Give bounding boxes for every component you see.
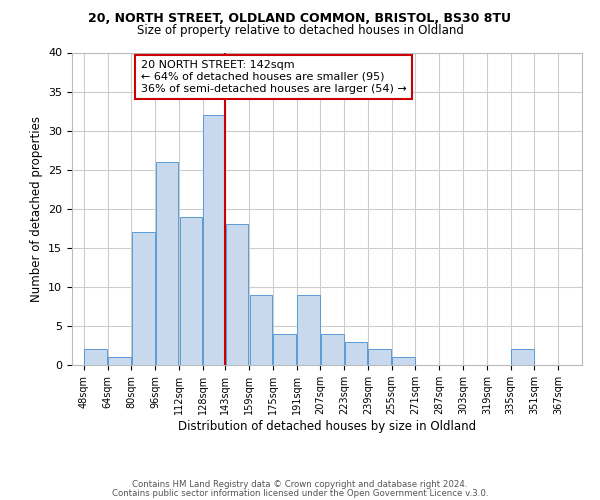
Text: Contains HM Land Registry data © Crown copyright and database right 2024.: Contains HM Land Registry data © Crown c…	[132, 480, 468, 489]
Bar	[108, 357, 131, 365]
Bar	[132, 232, 155, 365]
Bar	[179, 216, 202, 365]
Bar	[368, 350, 391, 365]
Bar	[392, 357, 415, 365]
Bar	[203, 115, 224, 365]
Bar	[226, 224, 248, 365]
Text: 20, NORTH STREET, OLDLAND COMMON, BRISTOL, BS30 8TU: 20, NORTH STREET, OLDLAND COMMON, BRISTO…	[89, 12, 511, 26]
Bar	[321, 334, 344, 365]
Bar	[156, 162, 178, 365]
Bar	[344, 342, 367, 365]
Text: Contains public sector information licensed under the Open Government Licence v.: Contains public sector information licen…	[112, 488, 488, 498]
Bar	[250, 294, 272, 365]
X-axis label: Distribution of detached houses by size in Oldland: Distribution of detached houses by size …	[178, 420, 476, 433]
Bar	[511, 350, 534, 365]
Text: Size of property relative to detached houses in Oldland: Size of property relative to detached ho…	[137, 24, 463, 37]
Y-axis label: Number of detached properties: Number of detached properties	[29, 116, 43, 302]
Bar	[274, 334, 296, 365]
Bar	[297, 294, 320, 365]
Bar	[85, 350, 107, 365]
Text: 20 NORTH STREET: 142sqm
← 64% of detached houses are smaller (95)
36% of semi-de: 20 NORTH STREET: 142sqm ← 64% of detache…	[141, 60, 407, 94]
